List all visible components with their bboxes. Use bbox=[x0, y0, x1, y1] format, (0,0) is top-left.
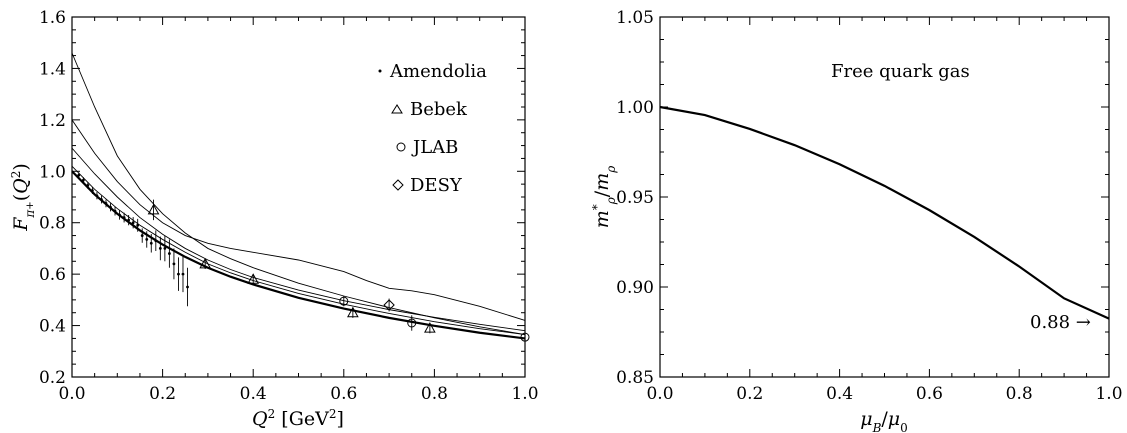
left-theory-curve bbox=[71, 52, 526, 336]
left-xtick-label: 0.0 bbox=[58, 384, 85, 404]
left-panel: 0.0 0.2 0.4 0.6 0.8 1.00.20.40.60.81.01.21.41… bbox=[9, 8, 539, 430]
left-legend: Amendolia Bebek JLAB DESY bbox=[378, 61, 487, 196]
amendolia-point bbox=[140, 234, 144, 237]
amendolia-point bbox=[100, 198, 103, 201]
annotation-endpoint-value: 0.88 → bbox=[1030, 312, 1091, 333]
right-xtick-label: 0.6 bbox=[916, 384, 943, 404]
right-ytick-label: 0.85 bbox=[616, 368, 654, 388]
amendolia-point bbox=[122, 216, 126, 219]
amendolia-point bbox=[136, 223, 140, 227]
left-xtick-label: 0.2 bbox=[149, 384, 176, 404]
amendolia-point bbox=[186, 285, 189, 289]
legend-triangle-marker bbox=[391, 104, 403, 114]
left-ytick-label: 1.2 bbox=[39, 111, 66, 131]
left-ytick-label: 0.8 bbox=[39, 214, 66, 234]
left-ytick-label: 0.2 bbox=[39, 368, 66, 388]
left-markers bbox=[77, 172, 530, 342]
amendolia-point bbox=[158, 247, 162, 250]
amendolia-point bbox=[172, 262, 176, 266]
left-theory-curve bbox=[71, 165, 526, 336]
amendolia-point bbox=[86, 184, 90, 187]
amendolia-point bbox=[81, 178, 85, 182]
right-ytick-label: 1.00 bbox=[616, 98, 654, 118]
left-xtick-label: 0.4 bbox=[240, 384, 267, 404]
left-xtick-label: 0.8 bbox=[421, 384, 448, 404]
right-xtick-label: 1.0 bbox=[1095, 384, 1122, 404]
legend-label: DESY bbox=[410, 175, 463, 196]
left-ytick-label: 0.4 bbox=[39, 317, 66, 337]
amendolia-point bbox=[77, 173, 81, 177]
right-ytick-label: 0.90 bbox=[616, 278, 654, 298]
legend-circle-marker bbox=[396, 142, 406, 152]
left-ylabel: Fπ+(Q2) bbox=[9, 163, 37, 232]
legend-item-bebek: Bebek bbox=[391, 99, 468, 120]
left-xtick-label: 1.0 bbox=[511, 384, 538, 404]
bebek-point bbox=[147, 203, 160, 215]
amendolia-point bbox=[113, 209, 117, 213]
amendolia-point bbox=[95, 194, 99, 198]
right-ytick-label: 0.95 bbox=[616, 188, 654, 208]
amendolia-point bbox=[154, 239, 158, 243]
amendolia-point bbox=[131, 221, 135, 225]
bebek-point bbox=[247, 273, 260, 284]
left-theory-curve bbox=[71, 170, 526, 340]
amendolia-point bbox=[90, 189, 94, 192]
legend-diamond-marker bbox=[392, 179, 404, 191]
bebek-point bbox=[424, 322, 436, 333]
legend-item-jlab: JLAB bbox=[396, 137, 458, 158]
left-ytick-label: 1.0 bbox=[39, 162, 66, 182]
right-ytick-label: 1.05 bbox=[616, 8, 654, 28]
left-ytick-label: 0.6 bbox=[39, 265, 66, 285]
amendolia-point bbox=[104, 202, 108, 205]
legend-dot-marker bbox=[378, 69, 382, 73]
right-xlabel: μB/μ0 bbox=[860, 408, 908, 433]
amendolia-point bbox=[118, 213, 121, 217]
amendolia-point bbox=[167, 252, 171, 255]
left-ticks: 0.0 0.2 0.4 0.6 0.8 1.00.20.40.60.81.01.21.41… bbox=[39, 8, 539, 404]
left-ytick-label: 1.6 bbox=[39, 8, 66, 28]
legend-item-desy: DESY bbox=[392, 175, 463, 196]
jlab-point bbox=[339, 296, 349, 306]
left-curves bbox=[71, 52, 526, 340]
amendolia-point bbox=[149, 241, 153, 245]
left-xlabel: Q2 [GeV2] bbox=[252, 407, 344, 430]
right-xtick-label: 0.2 bbox=[736, 384, 763, 404]
legend-label: JLAB bbox=[411, 137, 458, 158]
legend-label: Amendolia bbox=[389, 61, 487, 82]
left-theory-curve bbox=[71, 119, 526, 321]
left-ytick-label: 1.4 bbox=[39, 59, 66, 79]
right-ticks: 0.0 0.2 0.4 0.6 0.8 1.0 0.85 0.90 0.95 1.00 1.05 bbox=[616, 8, 1122, 404]
right-xtick-label: 0.4 bbox=[826, 384, 853, 404]
right-curves bbox=[659, 105, 1110, 320]
right-ylabel: m*ρ/mρ bbox=[590, 166, 618, 229]
jlab-point bbox=[520, 332, 530, 342]
amendolia-point bbox=[109, 205, 112, 209]
amendolia-point bbox=[177, 272, 180, 276]
amendolia-point bbox=[181, 272, 185, 276]
amendolia-point bbox=[127, 218, 131, 222]
legend-item-amendolia: Amendolia bbox=[378, 61, 487, 82]
left-xtick-label: 0.6 bbox=[330, 384, 357, 404]
legend-label: Bebek bbox=[410, 99, 468, 120]
amendolia-point bbox=[145, 238, 149, 241]
right-panel: 0.0 0.2 0.4 0.6 0.8 1.0 0.85 0.90 0.95 1.00 1.05 μ… bbox=[590, 8, 1123, 433]
jlab-point bbox=[407, 318, 417, 328]
right-xtick-label: 0.0 bbox=[646, 384, 673, 404]
right-theory-curve bbox=[659, 105, 1110, 320]
annotation-free-quark-gas: Free quark gas bbox=[831, 61, 970, 82]
desy-point bbox=[383, 299, 395, 311]
bebek-point bbox=[347, 306, 359, 318]
right-xtick-label: 0.8 bbox=[1006, 384, 1033, 404]
bebek-point bbox=[199, 257, 212, 269]
amendolia-point bbox=[163, 247, 167, 250]
